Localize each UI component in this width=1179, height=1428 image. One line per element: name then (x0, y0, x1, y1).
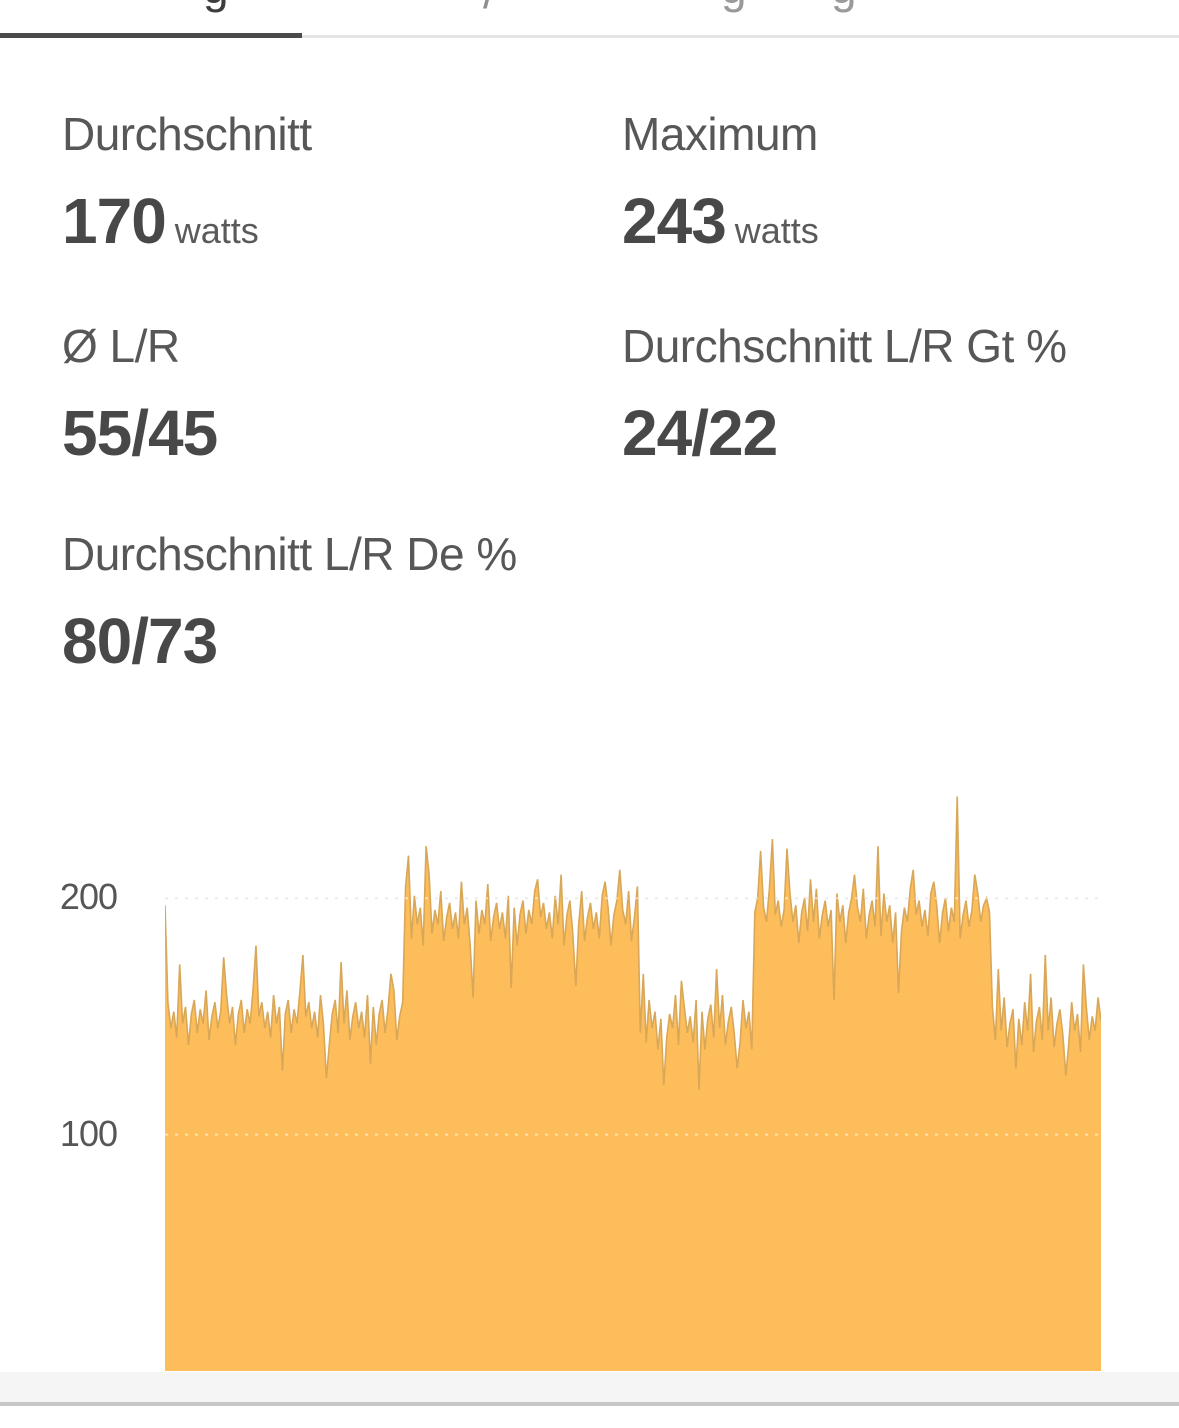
stat-average-label: Durchschnitt (62, 108, 312, 160)
tab-bar-divider (302, 35, 1179, 38)
stat-avg-lr-de-percent: Durchschnitt L/R De % 80/73 (62, 528, 517, 676)
tab-4-partial-label[interactable]: g (831, 0, 865, 13)
active-tab-indicator (0, 33, 302, 38)
stat-maximum-unit: watts (734, 210, 819, 251)
stat-avg-lr-balance-value: 55/45 (62, 397, 218, 469)
tab-bar: g / g g (0, 0, 1179, 40)
stat-avg-lr-balance-label: Ø L/R (62, 320, 180, 372)
stat-maximum-value: 243 (622, 185, 727, 257)
stat-maximum-label: Maximum (622, 108, 818, 160)
stat-average: Durchschnitt 170 watts (62, 108, 312, 256)
tab-1-partial-label[interactable]: g (203, 0, 237, 13)
stat-avg-lr-de-percent-value: 80/73 (62, 605, 218, 677)
stat-average-value: 170 (62, 185, 167, 257)
tab-3-partial-label[interactable]: g (721, 0, 755, 13)
stat-maximum: Maximum 243 watts (622, 108, 819, 256)
stat-avg-lr-gt-percent-label: Durchschnitt L/R Gt % (622, 320, 1067, 372)
power-area-chart[interactable] (165, 780, 1101, 1371)
stat-avg-lr-gt-percent: Durchschnitt L/R Gt % 24/22 (622, 320, 1067, 468)
y-axis-tick-200: 200 (59, 876, 118, 917)
y-axis-tick-100: 100 (59, 1113, 118, 1154)
stat-avg-lr-balance: Ø L/R 55/45 (62, 320, 218, 469)
stat-avg-lr-gt-percent-value: 24/22 (622, 397, 778, 469)
stat-avg-lr-de-percent-label: Durchschnitt L/R De % (62, 528, 517, 580)
stat-average-unit: watts (174, 210, 259, 251)
tab-2-partial-label[interactable]: / (483, 0, 499, 9)
bottom-bar (0, 1372, 1179, 1406)
